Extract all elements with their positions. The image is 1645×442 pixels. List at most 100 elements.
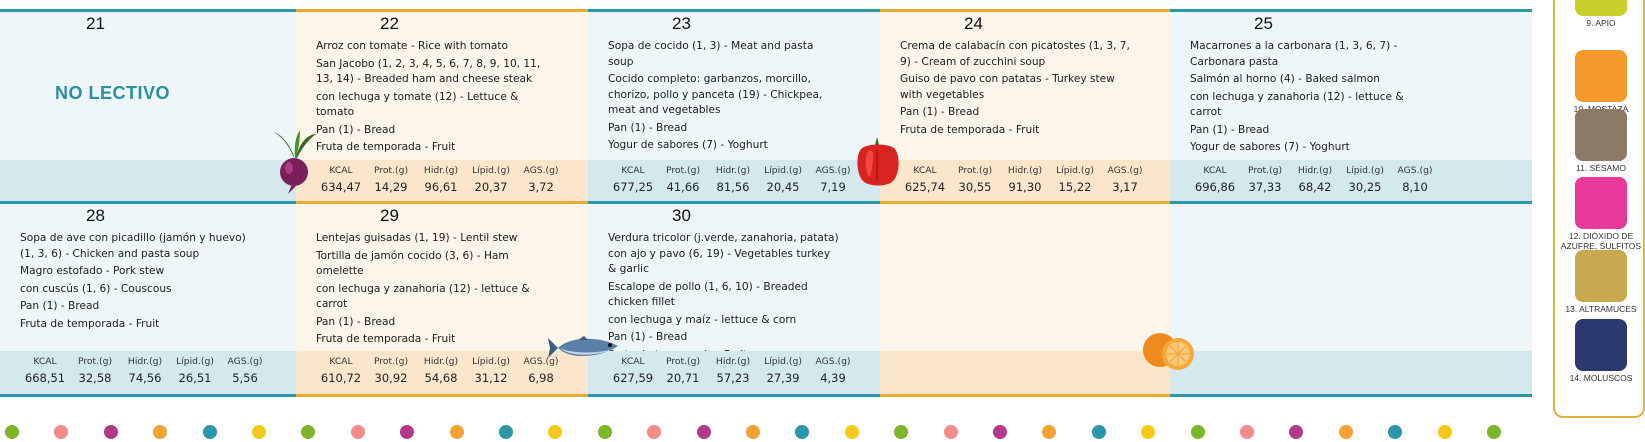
menu-dish: Fruta de temporada - Fruit: [900, 123, 1040, 136]
day-cell: [1170, 201, 1532, 396]
decorative-dot: [301, 425, 316, 439]
nutrition-bar: KCAL Prot.(g) Hidr.(g) Lípid.(g) AGS.(g) 677,…: [588, 160, 880, 204]
nutrition-value: 696,86: [1194, 180, 1236, 194]
nutrition-value: 68,42: [1298, 180, 1332, 194]
day-number: 23: [672, 14, 691, 33]
decorative-dot: [400, 425, 415, 439]
nutrition-value: 20,45: [766, 180, 800, 194]
decorative-dot: [103, 425, 118, 439]
menu-dish: Magro estofado - Pork stew: [20, 265, 165, 277]
menu-list: Arroz con tomate - Rice with tomato San J…: [316, 39, 548, 158]
nutrition-header: Hidr.(g): [715, 165, 751, 176]
nutrition-header: AGS.(g): [523, 356, 559, 367]
allergen-icon: [1575, 50, 1627, 102]
menu-dish: con lechuga y zanahoria (12) - lettuce &…: [1190, 90, 1404, 119]
nutrition-value: 14,29: [374, 180, 408, 194]
nutrition-value: 37,33: [1248, 180, 1282, 194]
decorative-dot: [1240, 425, 1254, 439]
menu-dish: con cuscús (1, 6) - Couscous: [20, 282, 172, 295]
nutrition-value: 677,25: [612, 180, 654, 194]
nutrition-bar: KCAL Prot.(g) Hidr.(g) Lípid.(g) AGS.(g) 610,…: [296, 351, 588, 395]
nutrition-value: 57,23: [716, 371, 750, 385]
menu-list: Sopa de cocido (1, 3) - Meat and pasta s…: [608, 39, 840, 156]
bottom-border: [0, 394, 296, 397]
nutrition-value: 4,39: [820, 371, 846, 385]
decorative-dot: [795, 425, 810, 439]
nutrition-header: Lípid.(g): [764, 165, 802, 176]
red-pepper-icon: [857, 137, 899, 186]
allergen-item: 13. ALTRAMUCES: [1555, 250, 1645, 314]
weekly-menu-calendar: 21 NO LECTIVO 22 Arroz con tomate - Rice wi…: [0, 9, 1532, 397]
day-cell: [880, 201, 1170, 396]
decorative-dot: [993, 425, 1007, 439]
nutrition-header: KCAL: [329, 356, 353, 367]
menu-dish: Pan (1) - Bread: [20, 300, 100, 312]
day-cell: 30 Verdura tricolor (j.verde, zanahoria, …: [588, 201, 880, 396]
menu-dish: Fruta de temporada - Fruit: [316, 333, 456, 345]
nutrition-value: 634,47: [320, 180, 362, 194]
nutrition-values: 625,74 30,55 91,30 15,22 3,17: [900, 180, 1150, 194]
nutrition-value: 610,72: [320, 371, 362, 385]
nutrition-header: AGS.(g): [523, 165, 559, 176]
nutrition-value: 627,59: [612, 371, 654, 385]
nutrition-header: Hidr.(g): [127, 356, 163, 367]
nutrition-header: AGS.(g): [1397, 165, 1433, 176]
decorative-dot: [449, 425, 464, 439]
allergen-label: 11. SÉSAMO: [1576, 163, 1626, 173]
bottom-border: [1170, 394, 1532, 397]
allergen-label: 12. DIÓXIDO DE AZUFRE, SULFITOS: [1560, 231, 1642, 251]
day-top-border: [1170, 9, 1532, 12]
menu-dish: Fruta de temporada - Fruit: [20, 317, 160, 330]
nutrition-header: KCAL: [913, 165, 937, 176]
nutrition-header: Hidr.(g): [1297, 165, 1333, 176]
nutrition-header: Lípid.(g): [472, 165, 510, 176]
day-top-border: [880, 201, 1170, 204]
bottom-border: [296, 394, 588, 397]
menu-dish: Pan (1) - Bread: [608, 121, 688, 134]
nutrition-header: Prot.(g): [665, 165, 701, 176]
nutrition-value: 54,68: [424, 371, 458, 385]
nutrition-value: 6,98: [528, 371, 554, 385]
nutrition-headers: KCAL Prot.(g) Hidr.(g) Lípid.(g) AGS.(g): [316, 356, 566, 367]
nutrition-values: 627,59 20,71 57,23 27,39 4,39: [608, 371, 858, 385]
allergen-label: 14. MOLUSCOS: [1569, 373, 1633, 383]
nutrition-header: Prot.(g): [957, 165, 993, 176]
allergen-legend: 9. APIO 10. MOSTAZA 11. SÉSAMO 12. DIÓXIDO …: [1553, 0, 1645, 418]
nutrition-value: 3,72: [528, 180, 554, 194]
decorative-dot: [597, 425, 612, 439]
nutrition-header: AGS.(g): [815, 165, 851, 176]
decorative-dot: [647, 425, 662, 439]
nutrition-header: Prot.(g): [665, 356, 701, 367]
nutrition-header: Prot.(g): [373, 165, 409, 176]
menu-dish: Escalope de pollo (1, 6, 10) - Breaded c…: [608, 280, 808, 309]
nutrition-header: AGS.(g): [1107, 165, 1143, 176]
menu-dish: con lechuga y zanahoria (12) - lettuce &…: [316, 282, 530, 311]
nutrition-header: KCAL: [621, 165, 645, 176]
allergen-icon: [1575, 319, 1627, 371]
allergen-item: 10. MOSTAZA: [1555, 50, 1645, 114]
nutrition-value: 7,19: [820, 180, 846, 194]
decorative-dot: [1042, 425, 1057, 439]
menu-list: Macarrones a la carbonara (1, 3, 6, 7) -…: [1190, 39, 1422, 158]
no-school-day-label: NO LECTIVO: [55, 83, 171, 103]
nutrition-header: Lípid.(g): [764, 356, 802, 367]
decorative-dot: [1141, 425, 1156, 439]
nutrition-bar: [880, 351, 1170, 395]
nutrition-value: 91,30: [1008, 180, 1042, 194]
nutrition-value: 81,56: [716, 180, 750, 194]
day-top-border: [296, 9, 588, 12]
nutrition-value: 20,71: [666, 371, 700, 385]
nutrition-value: 41,66: [666, 180, 700, 194]
nutrition-header: AGS.(g): [815, 356, 851, 367]
decorative-dot: [894, 425, 909, 439]
nutrition-header: Hidr.(g): [1007, 165, 1043, 176]
nutrition-bar: [1170, 351, 1532, 395]
menu-dish: Crema de calabacín con picatostes (1, 3,…: [900, 40, 1130, 68]
fish-icon: [548, 336, 618, 358]
decorative-dot: [746, 425, 760, 439]
menu-dish: Fruta de temporada - Fruit: [316, 141, 456, 153]
nutrition-value: 32,58: [78, 371, 112, 385]
nutrition-header: Lípid.(g): [472, 356, 510, 367]
nutrition-bar: KCAL Prot.(g) Hidr.(g) Lípid.(g) AGS.(g) 668,…: [0, 351, 296, 395]
menu-dish: Pan (1) - Bread: [316, 123, 396, 136]
